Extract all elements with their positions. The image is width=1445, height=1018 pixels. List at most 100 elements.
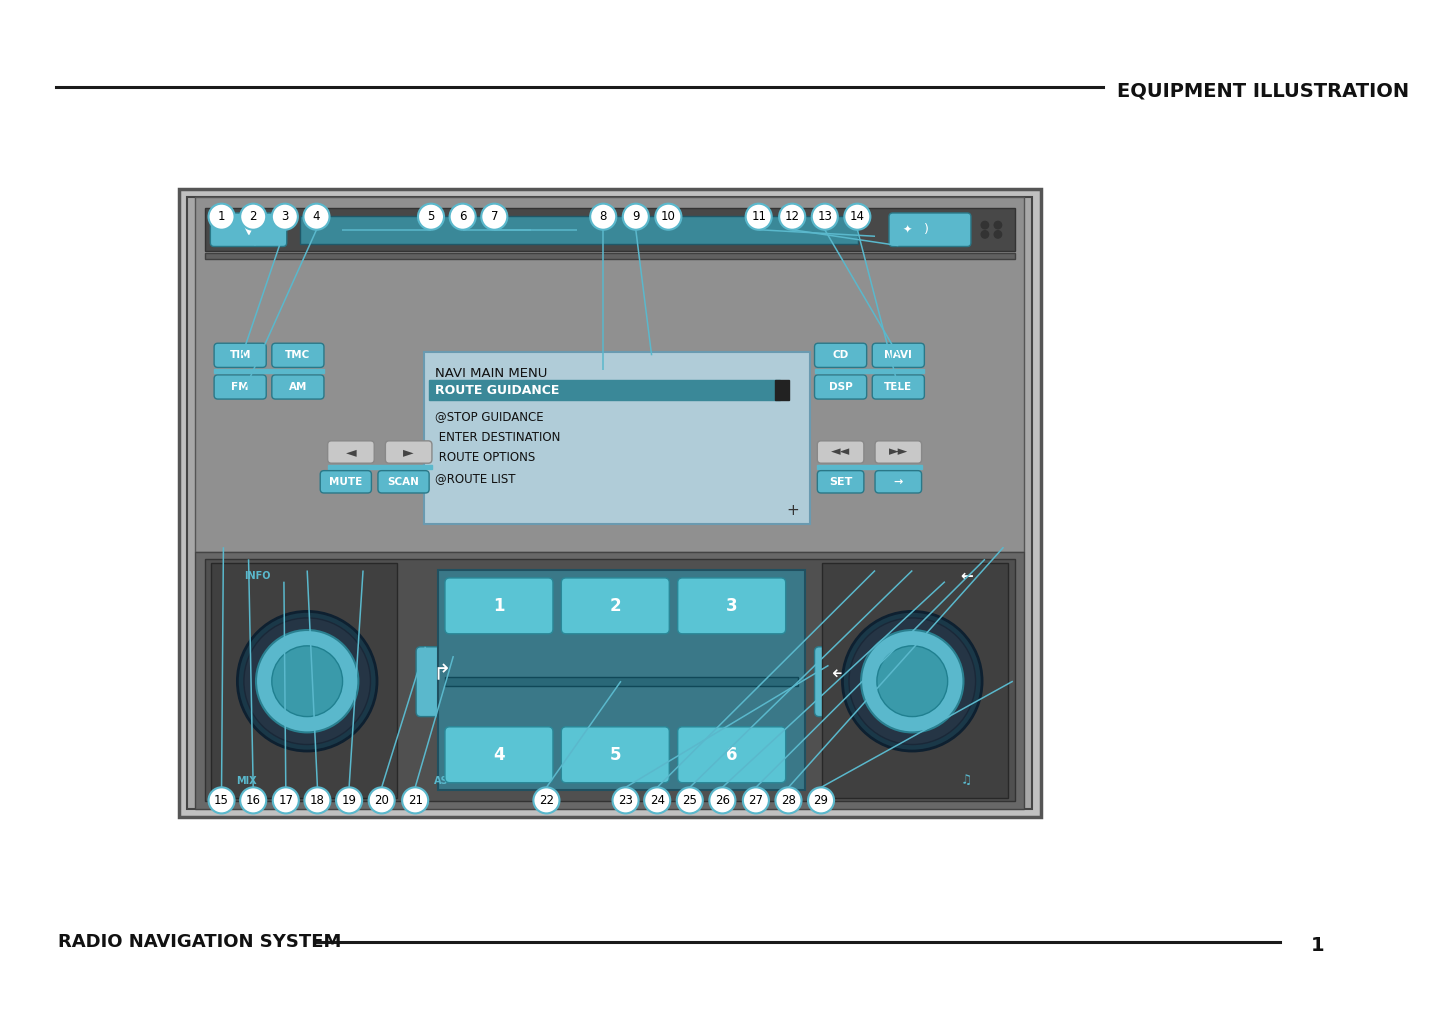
Bar <box>818 465 922 468</box>
Bar <box>211 563 397 797</box>
FancyBboxPatch shape <box>873 375 925 399</box>
Bar <box>822 563 1009 797</box>
Text: ▼: ▼ <box>243 222 254 237</box>
Text: 3: 3 <box>282 210 289 223</box>
Text: MIX: MIX <box>237 776 257 786</box>
Bar <box>205 209 1014 251</box>
Text: 22: 22 <box>539 794 553 807</box>
Circle shape <box>644 787 670 813</box>
Circle shape <box>208 204 234 230</box>
Bar <box>775 380 789 400</box>
Circle shape <box>676 787 702 813</box>
Circle shape <box>808 787 834 813</box>
Text: 24: 24 <box>650 794 665 807</box>
Circle shape <box>656 204 682 230</box>
Text: 13: 13 <box>818 210 832 223</box>
Text: 12: 12 <box>785 210 799 223</box>
Text: 4: 4 <box>493 746 504 764</box>
Circle shape <box>240 787 266 813</box>
Bar <box>423 352 809 524</box>
Text: MUTE: MUTE <box>328 476 363 487</box>
Text: @ROUTE LIST: @ROUTE LIST <box>435 471 516 485</box>
FancyBboxPatch shape <box>214 343 266 367</box>
Text: 1: 1 <box>218 210 225 223</box>
Circle shape <box>272 645 342 717</box>
Text: +: + <box>786 504 799 518</box>
Text: 10: 10 <box>660 210 676 223</box>
FancyBboxPatch shape <box>815 343 867 367</box>
FancyBboxPatch shape <box>561 578 669 634</box>
Bar <box>429 380 780 400</box>
Text: 3: 3 <box>725 597 737 615</box>
Text: AS: AS <box>434 776 448 786</box>
Text: ✦: ✦ <box>903 225 912 235</box>
Circle shape <box>994 221 1001 229</box>
Text: DSP: DSP <box>829 382 853 392</box>
Text: ←: ← <box>959 569 972 583</box>
Text: →: → <box>893 476 903 487</box>
Text: INFO: INFO <box>244 571 272 581</box>
FancyBboxPatch shape <box>815 375 867 399</box>
FancyBboxPatch shape <box>889 213 971 246</box>
Text: FM: FM <box>231 382 249 392</box>
Bar <box>186 197 1032 808</box>
FancyBboxPatch shape <box>445 578 553 634</box>
Circle shape <box>746 204 772 230</box>
FancyBboxPatch shape <box>876 441 922 463</box>
Text: 8: 8 <box>600 210 607 223</box>
Circle shape <box>256 630 358 732</box>
Text: TIM: TIM <box>230 350 251 360</box>
Text: ◄◄: ◄◄ <box>831 446 850 458</box>
Text: ROUTE GUIDANCE: ROUTE GUIDANCE <box>435 385 559 397</box>
Bar <box>445 677 798 686</box>
Text: 4: 4 <box>312 210 321 223</box>
Text: SET: SET <box>829 476 853 487</box>
Circle shape <box>981 221 988 229</box>
Text: 19: 19 <box>341 794 357 807</box>
Text: ↱: ↱ <box>432 665 451 685</box>
Text: 17: 17 <box>279 794 293 807</box>
Text: 15: 15 <box>214 794 228 807</box>
Text: 6: 6 <box>725 746 737 764</box>
Text: 11: 11 <box>751 210 766 223</box>
Text: 2: 2 <box>250 210 257 223</box>
Circle shape <box>812 204 838 230</box>
FancyBboxPatch shape <box>321 470 371 493</box>
Text: 6: 6 <box>460 210 467 223</box>
Text: CD: CD <box>832 350 848 360</box>
Bar <box>299 216 858 243</box>
Circle shape <box>981 231 988 238</box>
Circle shape <box>481 204 507 230</box>
FancyBboxPatch shape <box>416 646 467 717</box>
Circle shape <box>337 787 363 813</box>
Circle shape <box>368 787 394 813</box>
Circle shape <box>208 787 234 813</box>
Circle shape <box>533 787 559 813</box>
Circle shape <box>418 204 444 230</box>
FancyBboxPatch shape <box>561 727 669 783</box>
FancyBboxPatch shape <box>815 646 866 717</box>
Circle shape <box>273 787 299 813</box>
Text: ROUTE OPTIONS: ROUTE OPTIONS <box>435 451 535 464</box>
Bar <box>328 465 432 468</box>
Circle shape <box>240 204 266 230</box>
Circle shape <box>623 204 649 230</box>
Bar <box>195 552 1025 808</box>
FancyBboxPatch shape <box>678 727 786 783</box>
Text: TMC: TMC <box>285 350 311 360</box>
Text: ►: ► <box>403 445 413 459</box>
Text: 28: 28 <box>782 794 796 807</box>
Circle shape <box>877 645 948 717</box>
FancyBboxPatch shape <box>818 470 864 493</box>
Text: 7: 7 <box>490 210 499 223</box>
Text: 16: 16 <box>246 794 260 807</box>
FancyBboxPatch shape <box>328 441 374 463</box>
Circle shape <box>994 231 1001 238</box>
Text: SCAN: SCAN <box>387 476 419 487</box>
FancyBboxPatch shape <box>211 213 286 246</box>
Text: NAVI MAIN MENU: NAVI MAIN MENU <box>435 366 548 380</box>
Text: 26: 26 <box>715 794 730 807</box>
FancyBboxPatch shape <box>386 441 432 463</box>
Text: 23: 23 <box>618 794 633 807</box>
Text: 25: 25 <box>682 794 698 807</box>
